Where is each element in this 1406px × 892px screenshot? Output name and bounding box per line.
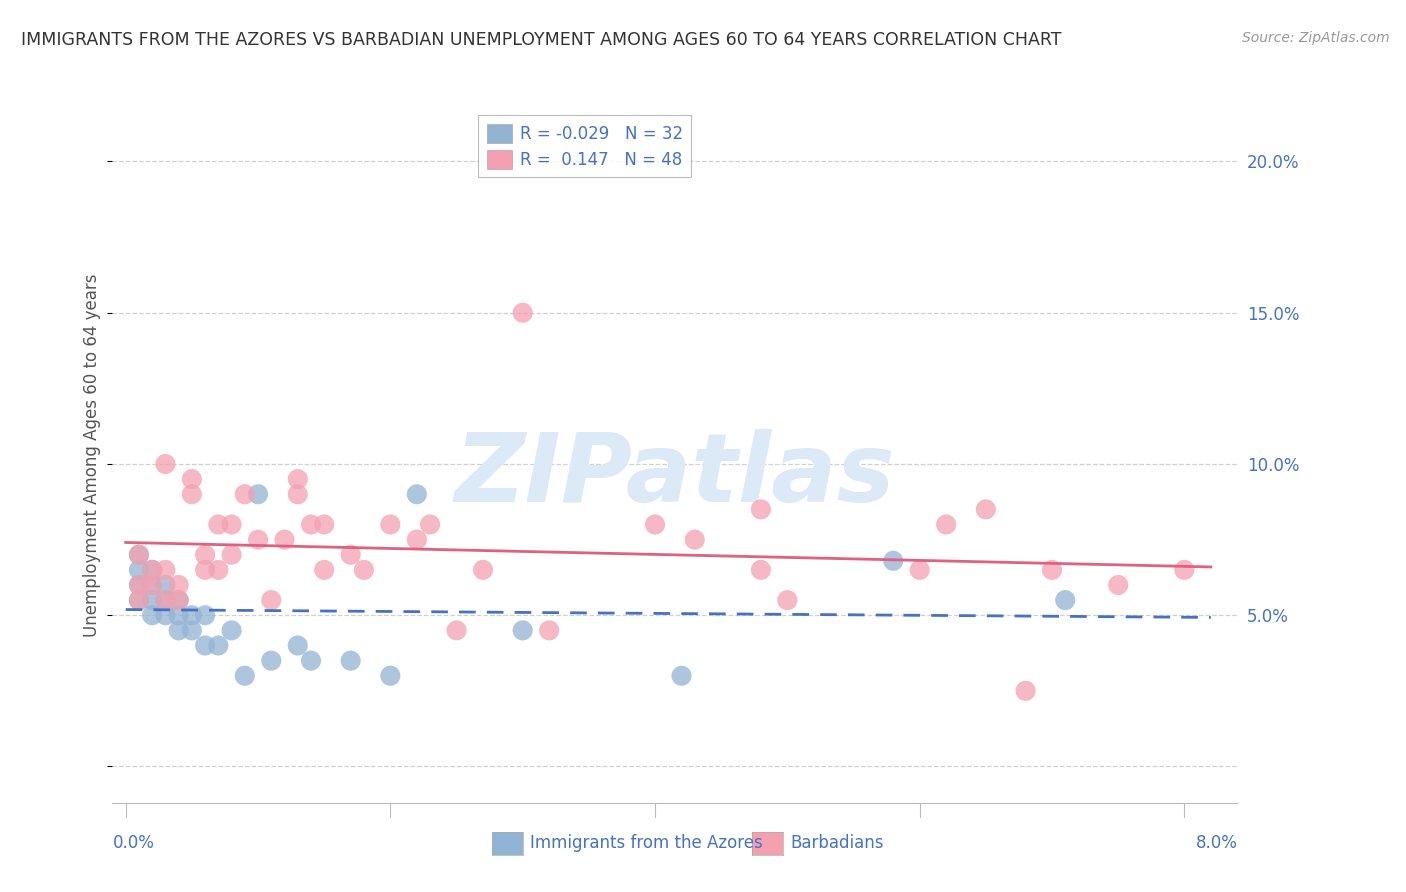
- Text: IMMIGRANTS FROM THE AZORES VS BARBADIAN UNEMPLOYMENT AMONG AGES 60 TO 64 YEARS C: IMMIGRANTS FROM THE AZORES VS BARBADIAN …: [21, 31, 1062, 49]
- Point: [1107, 578, 1129, 592]
- Point: [207, 563, 229, 577]
- Point: [287, 487, 309, 501]
- Legend: R = -0.029   N = 32, R =  0.147   N = 48: R = -0.029 N = 32, R = 0.147 N = 48: [478, 115, 692, 178]
- Point: [141, 593, 163, 607]
- Point: [644, 517, 666, 532]
- Point: [472, 563, 495, 577]
- Point: [233, 669, 256, 683]
- Y-axis label: Unemployment Among Ages 60 to 64 years: Unemployment Among Ages 60 to 64 years: [83, 273, 101, 637]
- Point: [167, 608, 190, 623]
- Point: [776, 593, 799, 607]
- Point: [207, 639, 229, 653]
- Point: [141, 563, 163, 577]
- Text: ZIPatlas: ZIPatlas: [454, 429, 896, 523]
- Point: [128, 548, 150, 562]
- Point: [405, 533, 427, 547]
- Point: [671, 669, 693, 683]
- Point: [935, 517, 957, 532]
- Point: [1173, 563, 1195, 577]
- Point: [180, 624, 202, 638]
- Point: [180, 487, 202, 501]
- Point: [380, 669, 402, 683]
- Point: [749, 502, 772, 516]
- Point: [141, 608, 163, 623]
- Point: [155, 578, 177, 592]
- Point: [260, 654, 283, 668]
- Point: [299, 517, 322, 532]
- Point: [353, 563, 375, 577]
- Point: [167, 593, 190, 607]
- Text: 0.0%: 0.0%: [112, 834, 155, 852]
- Point: [194, 563, 217, 577]
- Point: [339, 548, 361, 562]
- Point: [749, 563, 772, 577]
- Point: [128, 578, 150, 592]
- Point: [538, 624, 561, 638]
- Point: [299, 654, 322, 668]
- Point: [380, 517, 402, 532]
- Point: [207, 517, 229, 532]
- Point: [405, 487, 427, 501]
- Point: [260, 593, 283, 607]
- Point: [512, 624, 534, 638]
- Point: [974, 502, 997, 516]
- Point: [221, 517, 243, 532]
- Point: [194, 548, 217, 562]
- Point: [339, 654, 361, 668]
- Point: [247, 533, 270, 547]
- Point: [446, 624, 468, 638]
- Point: [512, 306, 534, 320]
- Point: [128, 578, 150, 592]
- Point: [287, 472, 309, 486]
- Point: [141, 578, 163, 592]
- Point: [419, 517, 441, 532]
- Point: [1040, 563, 1063, 577]
- Point: [683, 533, 706, 547]
- Point: [167, 593, 190, 607]
- Point: [155, 593, 177, 607]
- Point: [128, 593, 150, 607]
- Point: [167, 624, 190, 638]
- Text: 8.0%: 8.0%: [1195, 834, 1237, 852]
- Point: [155, 593, 177, 607]
- Point: [128, 563, 150, 577]
- Point: [1054, 593, 1077, 607]
- Point: [194, 639, 217, 653]
- Point: [180, 608, 202, 623]
- Point: [128, 593, 150, 607]
- Point: [155, 563, 177, 577]
- Point: [141, 578, 163, 592]
- Point: [221, 548, 243, 562]
- Point: [155, 457, 177, 471]
- Point: [221, 624, 243, 638]
- Point: [314, 563, 336, 577]
- Point: [882, 554, 904, 568]
- Point: [1014, 684, 1036, 698]
- Point: [128, 548, 150, 562]
- Point: [155, 608, 177, 623]
- Text: Barbadians: Barbadians: [790, 834, 884, 852]
- Point: [273, 533, 295, 547]
- Point: [233, 487, 256, 501]
- Point: [314, 517, 336, 532]
- Point: [141, 563, 163, 577]
- Point: [180, 472, 202, 486]
- Point: [247, 487, 270, 501]
- Point: [908, 563, 931, 577]
- Text: Immigrants from the Azores: Immigrants from the Azores: [530, 834, 763, 852]
- Text: Source: ZipAtlas.com: Source: ZipAtlas.com: [1241, 31, 1389, 45]
- Point: [194, 608, 217, 623]
- Point: [287, 639, 309, 653]
- Point: [167, 578, 190, 592]
